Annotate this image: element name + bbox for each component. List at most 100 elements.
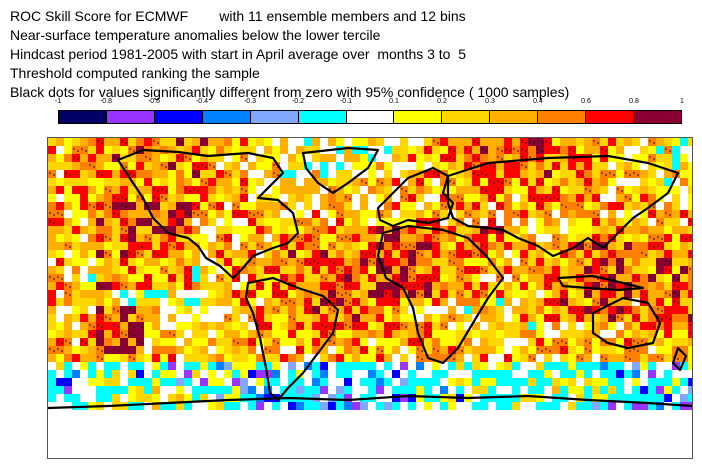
map-cell [400,378,408,386]
map-cell [656,346,664,354]
map-cell [520,218,528,226]
significance-dot [617,260,619,262]
significance-dot [397,230,399,232]
map-cell [240,170,248,178]
map-cell [624,234,632,242]
map-cell [176,394,184,402]
map-cell [72,290,80,298]
map-cell [232,154,240,162]
significance-dot [589,294,591,296]
significance-dot [345,292,347,294]
map-cell [664,290,672,298]
map-cell [200,338,208,346]
significance-dot [489,180,491,182]
map-cell [416,162,424,170]
map-cell [368,162,376,170]
map-cell [200,378,208,386]
map-cell [360,298,368,306]
coastline-antarctica [48,394,692,410]
map-cell [184,242,192,250]
map-cell [640,178,648,186]
map-cell [672,186,680,194]
significance-dot [481,292,483,294]
significance-dot [329,340,331,342]
colorbar-tick-label: -0.4 [195,98,209,105]
map-cell [232,346,240,354]
significance-dot [97,308,99,310]
map-cell [128,234,136,242]
map-cell [288,354,296,362]
significance-dot [665,260,667,262]
map-cell [520,258,528,266]
map-cell [200,282,208,290]
significance-dot [109,238,111,240]
significance-dot [533,198,535,200]
map-cell [248,290,256,298]
significance-dot [481,188,483,190]
map-cell [664,386,672,394]
map-cell [360,138,368,146]
map-cell [456,274,464,282]
map-cell [288,298,296,306]
coastline-new-zealand [671,346,688,372]
map-cell [624,202,632,210]
map-cell [208,242,216,250]
map-cell [272,210,280,218]
map-cell [416,154,424,162]
map-cell [640,202,648,210]
map-cell [672,290,680,298]
map-cell [56,178,64,186]
significance-dot [113,308,115,310]
map-cell [600,362,608,370]
map-cell [392,234,400,242]
map-cell [336,242,344,250]
map-cell [112,146,120,154]
significance-dot [265,324,267,326]
significance-dot [101,326,103,328]
map-cell [128,322,136,330]
map-cell [400,354,408,362]
significance-dot [553,244,555,246]
map-cell [152,282,160,290]
map-cell [408,202,416,210]
map-cell [320,266,328,274]
significance-dot [129,228,131,230]
significance-dot [121,236,123,238]
map-cell [96,234,104,242]
map-cell [400,138,408,146]
map-cell [232,170,240,178]
map-cell [568,330,576,338]
map-cell [48,146,56,154]
map-cell [568,226,576,234]
significance-dot [265,268,267,270]
map-cell [496,298,504,306]
map-cell [392,346,400,354]
significance-dot [617,188,619,190]
map-cell [256,362,264,370]
significance-dot [385,252,387,254]
map-cell [360,338,368,346]
significance-dot [641,340,643,342]
significance-dot [541,182,543,184]
significance-dot [349,198,351,200]
map-cell [352,402,360,410]
map-cell [200,154,208,162]
significance-dot [577,308,579,310]
map-cell [120,138,128,146]
significance-dot [601,148,603,150]
significance-dot [121,204,123,206]
map-cell [504,266,512,274]
map-cell [496,146,504,154]
map-cell [544,378,552,386]
significance-dot [225,236,227,238]
map-cell [72,274,80,282]
map-cell [544,274,552,282]
significance-dot [273,268,275,270]
map-cell [64,362,72,370]
map-cell [192,362,200,370]
significance-dot [197,206,199,208]
map-cell [320,370,328,378]
map-cell [352,242,360,250]
map-cell [640,218,648,226]
map-cell [536,266,544,274]
